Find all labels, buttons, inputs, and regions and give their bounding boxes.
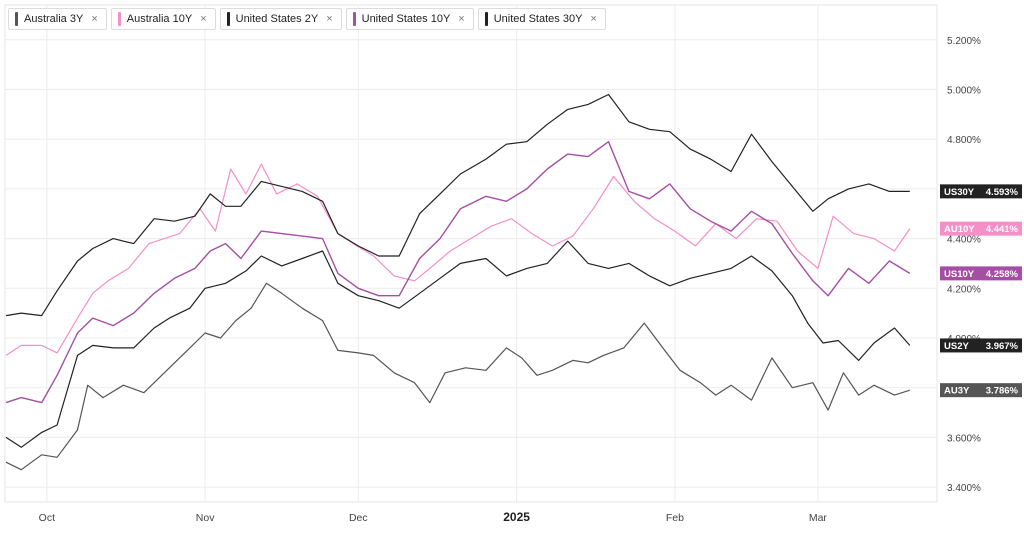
legend-item[interactable]: Australia 3Y × (8, 8, 107, 30)
y-tick-label: 4.200% (947, 284, 981, 295)
last-value-tag-bg (940, 383, 1022, 398)
last-value-tag-us10y: US10Y 4.258% (940, 266, 1022, 281)
last-value-tag-us30y: US30Y 4.593% (940, 184, 1022, 199)
series-line-us2y (5, 240, 911, 448)
legend-label: United States 2Y (235, 13, 319, 25)
series-line-us30y (5, 93, 910, 317)
legend-swatch (226, 12, 230, 26)
legend-swatch (117, 12, 121, 26)
x-tick-label: Feb (666, 512, 684, 524)
last-value-tag-au10y: AU10Y 4.441% (940, 221, 1022, 236)
legend-item[interactable]: United States 2Y × (219, 8, 342, 30)
close-icon[interactable]: × (326, 13, 333, 25)
last-value-tag-au3y: AU3Y 3.786% (940, 383, 1022, 398)
y-tick-label: 3.600% (947, 433, 981, 444)
series-line-us10y (5, 141, 911, 404)
last-value-series-name: AU10Y (944, 224, 975, 235)
last-value-tag-bg (940, 338, 1022, 353)
last-value-series-name: AU3Y (944, 386, 970, 397)
legend-item[interactable]: United States 10Y × (345, 8, 474, 30)
y-tick-label: 4.400% (947, 235, 981, 246)
y-tick-label: 5.200% (947, 36, 981, 47)
last-value-series-name: US30Y (944, 187, 975, 198)
last-value-label: 4.441% (986, 224, 1019, 235)
last-value-label: 4.593% (986, 187, 1019, 198)
last-value-series-name: US2Y (944, 341, 969, 352)
x-tick-label: 2025 (503, 510, 530, 524)
y-tick-label: 4.800% (947, 135, 981, 146)
plot-frame (4, 4, 938, 503)
legend-item[interactable]: Australia 10Y × (110, 8, 216, 30)
last-value-tag-us2y: US2Y 3.967% (940, 338, 1022, 353)
x-tick-label: Oct (39, 512, 55, 524)
legend: Australia 3Y × Australia 10Y × United States… (8, 8, 606, 30)
x-tick-label: Mar (809, 512, 828, 524)
last-value-tag-bg (940, 184, 1022, 199)
legend-label: United States 10Y (361, 13, 451, 25)
series-line-au3y (5, 282, 910, 471)
y-tick-label: 3.400% (947, 483, 981, 494)
x-tick-label: Nov (196, 512, 215, 524)
legend-item[interactable]: United States 30Y × (477, 8, 606, 30)
legend-label: United States 30Y (493, 13, 583, 25)
y-tick-label: 5.000% (947, 85, 981, 96)
legend-swatch (352, 12, 356, 26)
last-value-label: 3.786% (986, 386, 1019, 397)
last-value-tag-bg (940, 221, 1022, 236)
close-icon[interactable]: × (458, 13, 465, 25)
last-value-tag-bg (940, 266, 1022, 281)
legend-swatch (484, 12, 488, 26)
last-value-label: 3.967% (986, 341, 1019, 352)
legend-swatch (15, 12, 18, 26)
close-icon[interactable]: × (91, 13, 98, 25)
series-line-au10y (5, 163, 911, 356)
last-value-label: 4.258% (986, 269, 1019, 280)
x-tick-label: Dec (349, 512, 368, 524)
legend-label: Australia 3Y (24, 13, 84, 25)
close-icon[interactable]: × (590, 13, 597, 25)
last-value-series-name: US10Y (944, 269, 975, 280)
close-icon[interactable]: × (200, 13, 207, 25)
legend-label: Australia 10Y (126, 13, 193, 25)
